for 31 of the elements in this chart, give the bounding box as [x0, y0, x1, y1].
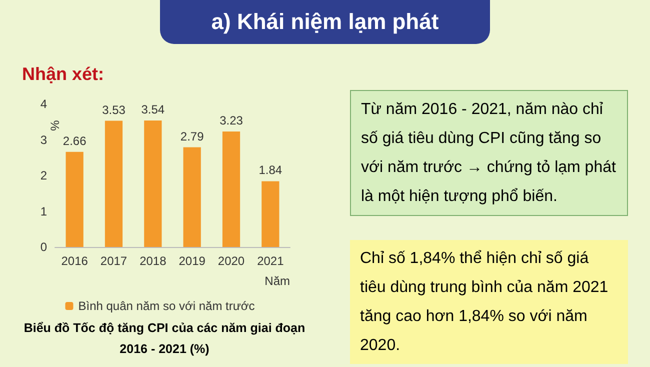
chart-title: a) Khái niệm lạm phát — [160, 0, 490, 44]
y-tick-label: 4 — [40, 97, 48, 111]
y-tick-label: 0 — [40, 240, 48, 254]
x-tick-label: 2018 — [140, 254, 167, 268]
text: Biểu đồ Tốc độ tăng CPI của các năm giai đoạn 2016 - 2021 (%) — [22, 320, 306, 358]
bar — [66, 152, 84, 247]
data-label: 3.54 — [141, 102, 165, 116]
text: Chỉ số 1,84% thể hiện chỉ số giá tiêu dùng trung bình của năm 2021 tăng cao hơn 1,84% so với năm 2020. — [350, 240, 628, 364]
y-tick-label: 2 — [40, 168, 48, 182]
y-tick-label: 1 — [40, 204, 48, 218]
data-label: 2.66 — [62, 134, 87, 148]
text: Từ năm 2016 - 2021, năm nào chỉ số giá tiêu dùng CPI cũng tăng so với năm trước → chứng tỏ lạm phát là một hiện tượng phổ biến. — [350, 90, 628, 216]
x-tick-label: 2017 — [100, 254, 128, 268]
x-tick-label: 2016 — [61, 254, 88, 268]
bar — [144, 120, 162, 247]
x-axis-title: Năm — [264, 274, 290, 288]
data-label: 2.79 — [180, 129, 204, 144]
y-tick-label: 3 — [40, 132, 48, 147]
bar — [262, 181, 280, 247]
x-tick-label: 2019 — [178, 254, 206, 268]
bar — [222, 132, 240, 247]
x-tick-label: 2020 — [218, 254, 245, 268]
chart-subtitle: Nhận xét: — [22, 64, 104, 85]
data-label: 3.53 — [102, 102, 126, 117]
data-label: 3.23 — [220, 114, 244, 128]
y-axis-title: % — [48, 120, 62, 131]
legend-label: Bình quân năm so với năm trước — [78, 299, 255, 313]
bar — [183, 147, 201, 247]
data-label: 1.84 — [258, 163, 282, 178]
bar — [104, 120, 123, 247]
x-tick-label: 2021 — [257, 254, 284, 268]
